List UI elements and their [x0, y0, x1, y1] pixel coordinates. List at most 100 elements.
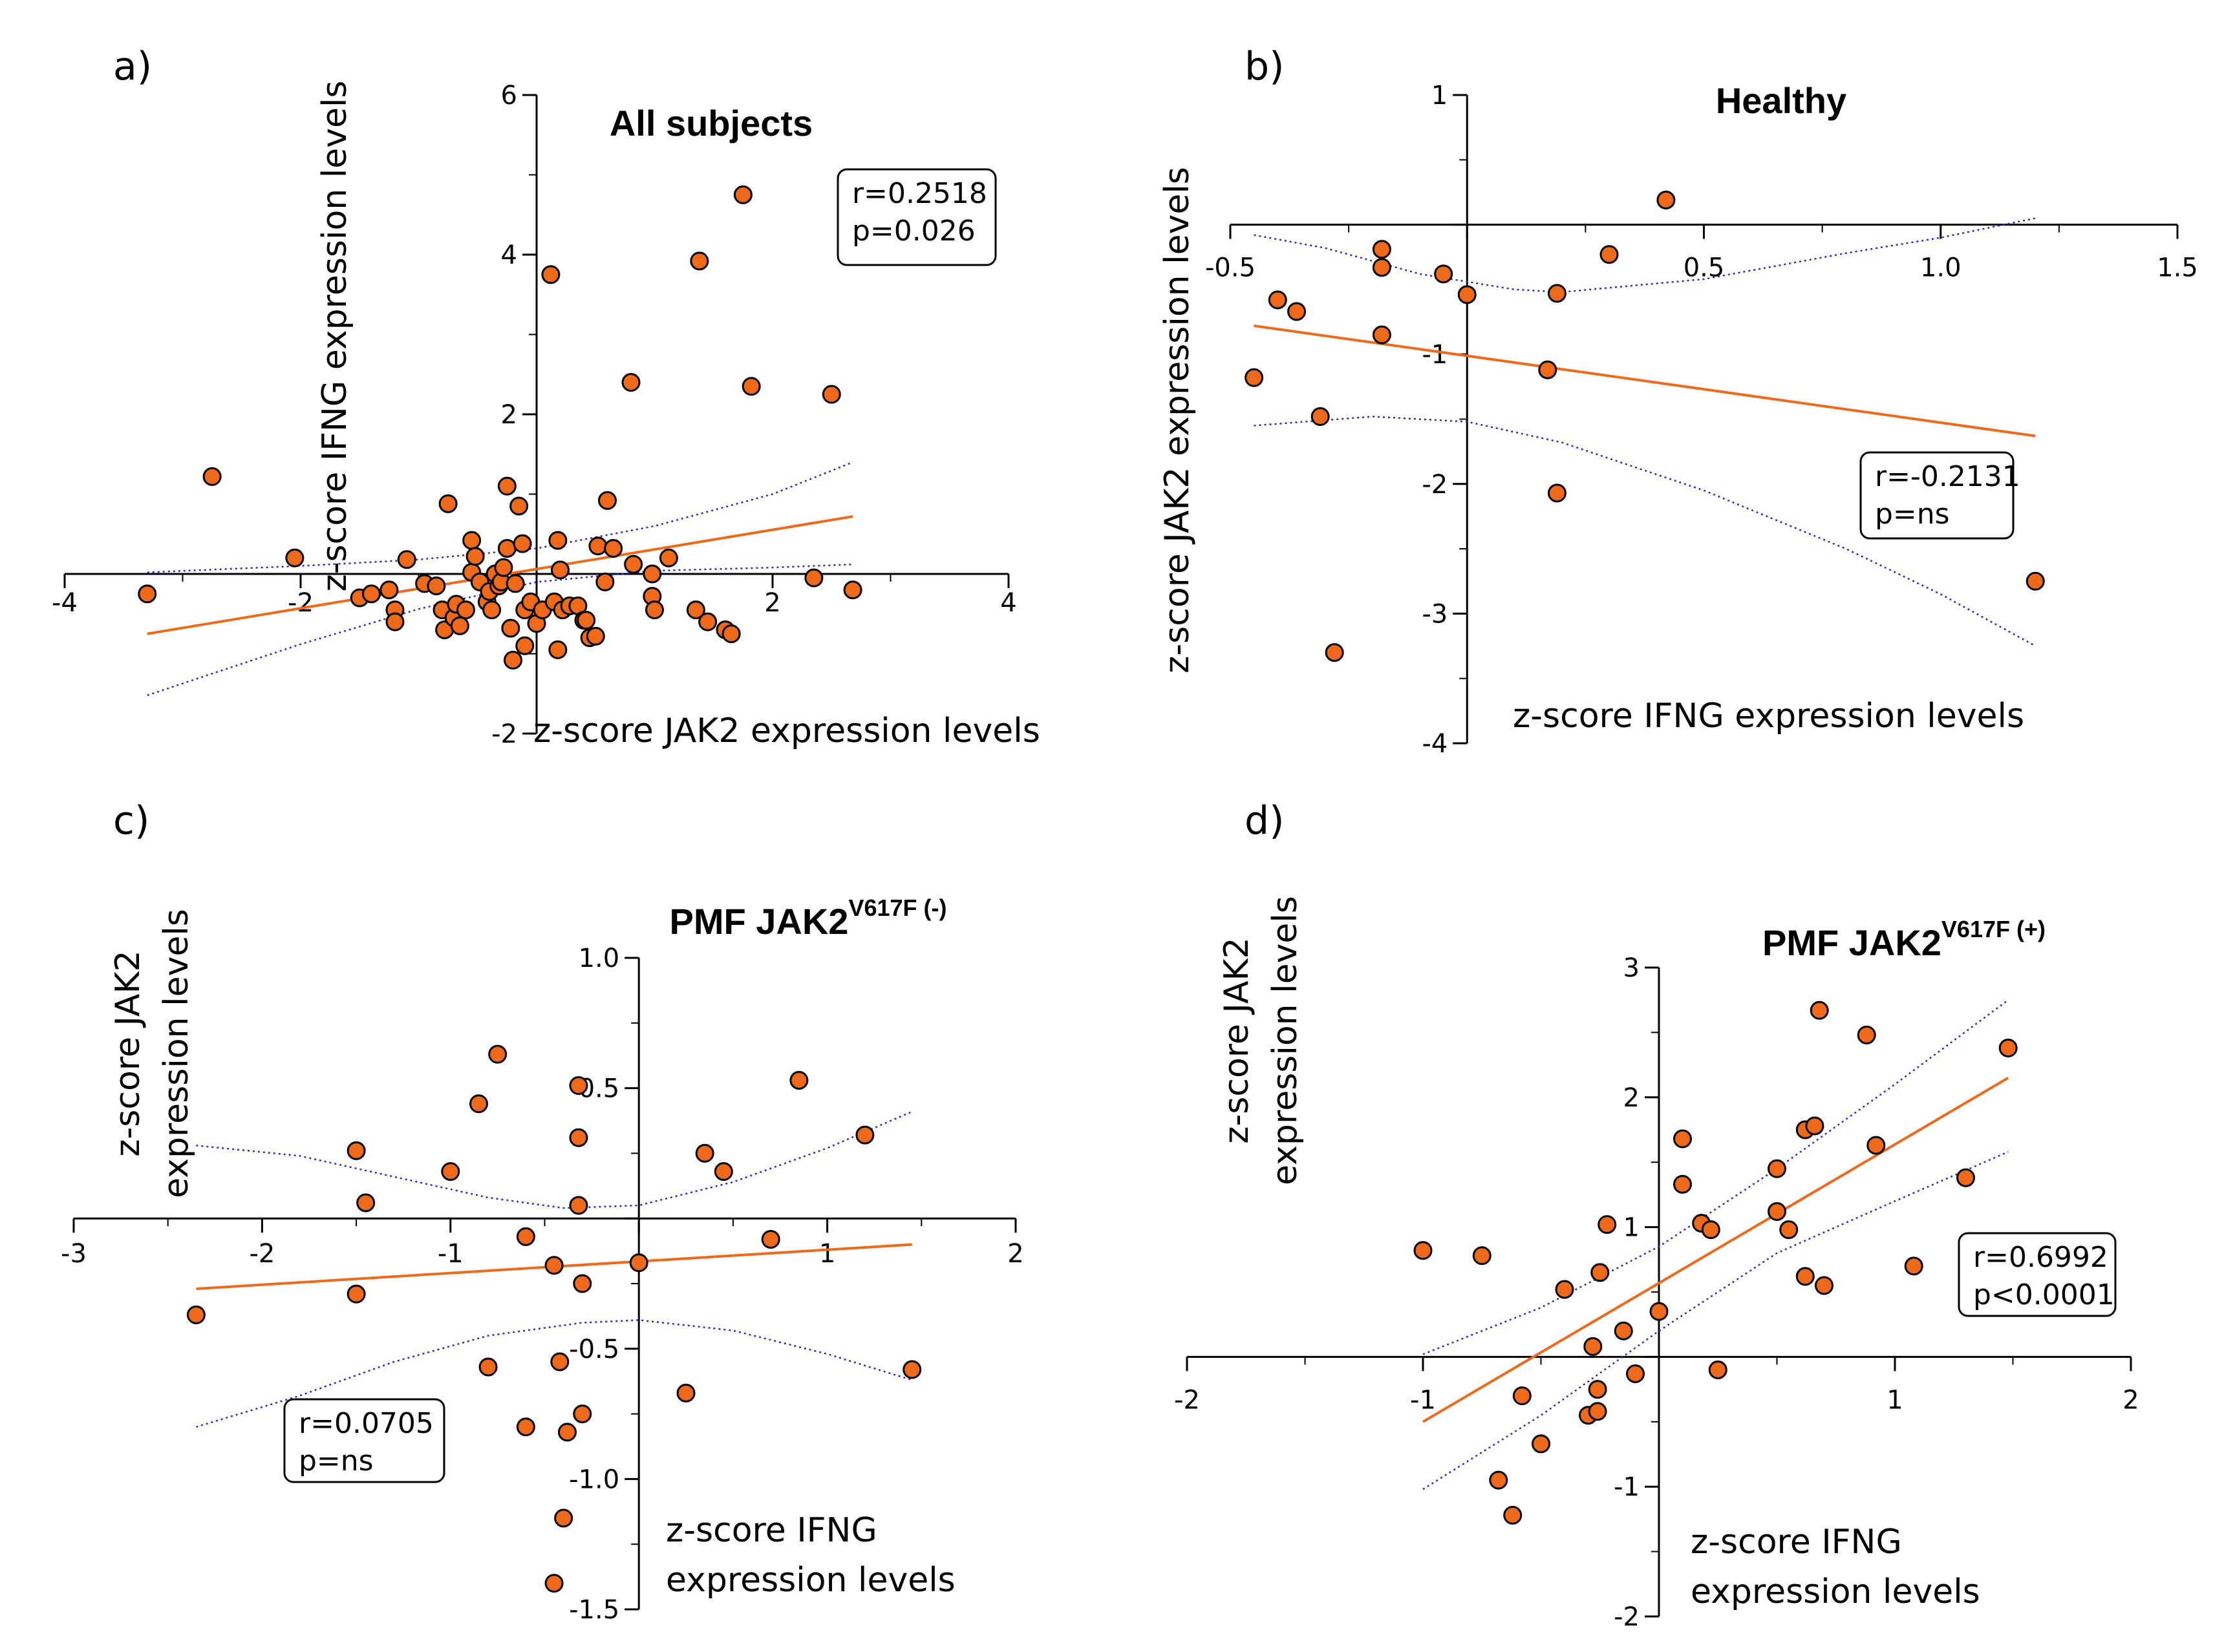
panel-a-all-subjects: a) All subjects -4 -2 2 4 -2 2 4 6 z-score JAK2 ex…: [52, 44, 1040, 750]
data-point: [2026, 571, 2045, 591]
panel-title: Healthy: [1716, 80, 1846, 121]
x-tick-label: 0.5: [1684, 253, 1725, 283]
data-point: [438, 494, 458, 513]
regression-line: [1422, 1076, 2009, 1423]
x-axis-title: z-score IFNG expression levels: [1513, 697, 2024, 736]
y-axis-title: expression levels: [157, 909, 196, 1198]
data-point: [1538, 360, 1557, 379]
data-point: [509, 496, 529, 516]
y-axis-title: z-score JAK2: [109, 950, 147, 1157]
data-point: [1583, 1337, 1603, 1356]
data-point: [1857, 1025, 1876, 1044]
data-point: [1805, 1116, 1824, 1136]
y-tick-label: -2: [1614, 1602, 1640, 1632]
data-point: [497, 476, 517, 496]
confidence-band-upper: [1254, 217, 2036, 293]
panel-title: PMF JAK2V617F (-): [670, 895, 947, 942]
data-point: [497, 538, 517, 558]
y-tick-label: -2: [491, 719, 517, 749]
data-point: [1599, 245, 1619, 264]
confidence-band-lower: [196, 1319, 913, 1428]
x-tick-label: 2: [764, 588, 780, 618]
data-point: [843, 580, 862, 600]
data-point: [1598, 1215, 1617, 1234]
y-tick-label: -2: [1422, 470, 1448, 500]
data-point: [621, 373, 641, 392]
x-tick-label: 2: [1007, 1239, 1023, 1269]
data-point: [1434, 264, 1453, 284]
data-point: [1673, 1174, 1692, 1194]
data-point: [385, 612, 405, 631]
data-point: [516, 1227, 535, 1246]
x-tick-label: -2: [288, 588, 314, 618]
data-point: [362, 584, 381, 604]
data-point: [1956, 1168, 1975, 1187]
data-point: [761, 1229, 780, 1249]
data-point: [1287, 302, 1307, 321]
y-axis-title: expression levels: [1266, 896, 1305, 1185]
confidence-band-lower: [1254, 416, 2036, 647]
x-tick-label: 2: [2122, 1385, 2139, 1415]
data-point: [1810, 1001, 1829, 1020]
data-point: [1649, 1302, 1669, 1321]
x-tick-label: -2: [249, 1239, 275, 1269]
data-point: [588, 536, 608, 556]
data-point: [1372, 325, 1391, 344]
data-point: [465, 547, 485, 566]
x-axis-title: expression levels: [1691, 1573, 1980, 1611]
data-point: [1372, 258, 1391, 277]
data-point: [1512, 1386, 1532, 1406]
stats-box: [1958, 1232, 2117, 1317]
y-tick-label: -1.5: [569, 1595, 619, 1625]
panel-b-healthy: b) Healthy -0.5 0.5 1.0 1.5 1 -1 -2 -3 -4 z-score I…: [1158, 44, 2198, 759]
confidence-band-upper: [196, 1110, 913, 1209]
x-tick-label: -3: [61, 1239, 87, 1269]
data-point: [186, 1305, 206, 1324]
panel-letter: d): [1245, 798, 1285, 843]
data-point: [1413, 1241, 1433, 1260]
data-point: [903, 1360, 922, 1379]
confidence-band-upper: [147, 461, 853, 573]
data-point: [645, 600, 664, 620]
data-point: [550, 1352, 570, 1371]
data-point: [544, 1256, 564, 1275]
x-tick-label: -2: [1174, 1385, 1200, 1415]
x-tick-label: 1: [819, 1239, 835, 1269]
data-point: [698, 612, 718, 631]
data-point: [551, 560, 570, 580]
confidence-band-lower: [147, 563, 853, 696]
data-point: [482, 600, 502, 620]
data-point: [347, 1141, 366, 1160]
data-point: [629, 1253, 648, 1273]
data-point: [202, 467, 222, 486]
stats-p-value: p=ns: [1875, 498, 1950, 531]
data-point: [1268, 290, 1287, 310]
x-axis-title: z-score IFNG: [1691, 1523, 1902, 1562]
data-point: [506, 574, 525, 593]
data-point: [427, 577, 446, 596]
data-point: [557, 1423, 577, 1442]
y-tick-label: 3: [1623, 953, 1640, 983]
data-point: [714, 1162, 733, 1181]
data-point: [1768, 1159, 1786, 1178]
y-tick-label: -1: [1614, 1472, 1640, 1502]
data-point: [573, 1274, 592, 1293]
data-point: [1547, 284, 1566, 303]
data-point: [450, 616, 469, 635]
data-point: [690, 251, 709, 271]
data-point: [554, 1509, 573, 1528]
data-point: [441, 1162, 460, 1181]
data-point: [1310, 407, 1330, 426]
data-point: [586, 626, 605, 646]
x-tick-label: -4: [52, 588, 78, 618]
data-point: [541, 265, 561, 284]
panel-d-pmf-jak2-positive: d) PMF JAK2V617F (+) -2 -1 1 2 3 2 1 -1 -2 z-score …: [1174, 798, 2139, 1632]
stats-box: [1859, 451, 2015, 540]
y-tick-label: 1.0: [579, 944, 620, 973]
data-point: [1590, 1263, 1610, 1282]
stats-r-value: r=-0.2131: [1875, 460, 2020, 493]
data-point: [643, 564, 662, 584]
data-point: [494, 558, 513, 577]
confidence-band-lower: [1422, 1150, 2009, 1490]
